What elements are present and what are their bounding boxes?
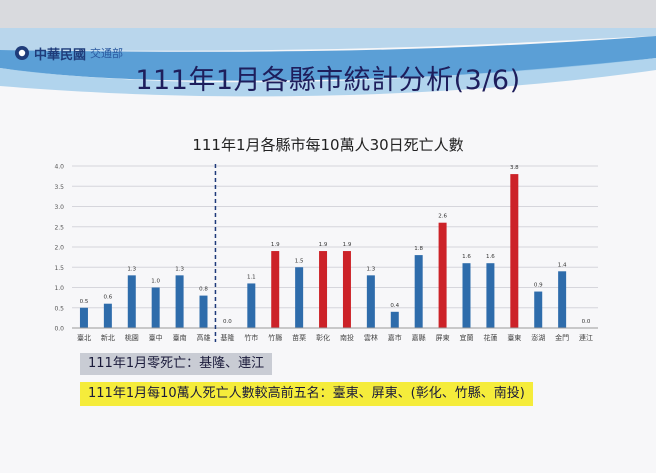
data-label: 1.9 (343, 242, 352, 248)
x-tick-label: 嘉市 (388, 333, 402, 342)
y-tick-label: 2.0 (54, 245, 64, 252)
data-label: 0.6 (103, 295, 112, 301)
bar-金門 (558, 271, 567, 328)
x-tick-label: 屏東 (436, 333, 450, 342)
bar-嘉市 (390, 311, 399, 328)
bar-屏東 (438, 222, 447, 328)
x-tick-label: 基隆 (220, 333, 234, 342)
x-tick-label: 嘉縣 (412, 333, 426, 342)
bar-新北 (103, 303, 112, 328)
agency-text: 交通部 (90, 47, 124, 60)
data-label: 3.8 (510, 165, 519, 171)
x-tick-label: 臺南 (173, 333, 187, 342)
chart-title: 111年1月各縣市每10萬人30日死亡人數 (192, 136, 464, 154)
x-tick-label: 澎湖 (531, 333, 545, 342)
y-tick-label: 0.0 (54, 326, 64, 333)
data-label: 1.6 (486, 254, 495, 260)
x-tick-label: 臺東 (507, 333, 521, 342)
x-tick-label: 金門 (555, 333, 569, 342)
page-title: 111年1月各縣市統計分析(3/6) (135, 65, 521, 96)
y-tick-label: 4.0 (54, 164, 64, 171)
zero-deaths-note: 111年1月零死亡：基隆、連江 (80, 353, 273, 375)
data-label: 0.5 (80, 299, 89, 305)
bar-宜蘭 (462, 263, 471, 328)
logo-text: 中華民國 (34, 47, 87, 63)
x-tick-label: 雲林 (364, 333, 378, 342)
x-tick-label: 連江 (579, 333, 593, 342)
x-tick-label: 花蓮 (483, 333, 497, 342)
x-tick-label: 竹縣 (268, 333, 282, 342)
data-label: 0.9 (534, 283, 543, 289)
bar-南投 (342, 251, 351, 328)
data-label: 1.3 (127, 266, 136, 272)
data-label: 0.4 (390, 303, 399, 309)
bar-高雄 (199, 295, 208, 328)
y-tick-label: 3.0 (54, 204, 64, 211)
data-label: 1.9 (271, 242, 280, 248)
x-tick-label: 竹市 (244, 333, 258, 342)
bar-雲林 (366, 275, 375, 328)
bar-臺東 (510, 174, 519, 328)
bar-竹縣 (271, 251, 280, 328)
data-label: 1.3 (366, 266, 375, 272)
bar-臺北 (79, 307, 88, 328)
data-label: 0.8 (199, 287, 208, 293)
bar-竹市 (247, 283, 256, 328)
data-label: 1.6 (462, 254, 471, 260)
bar-澎湖 (534, 291, 543, 328)
x-tick-label: 桃園 (125, 333, 139, 342)
x-tick-label: 新北 (101, 333, 115, 342)
data-label: 0.0 (223, 319, 232, 325)
data-label: 1.1 (247, 274, 256, 280)
x-tick-label: 高雄 (197, 333, 211, 342)
data-label: 1.5 (295, 258, 304, 264)
x-tick-label: 臺北 (77, 333, 91, 342)
y-tick-label: 2.5 (54, 224, 64, 231)
bar-彰化 (319, 251, 328, 328)
header-band (0, 28, 656, 97)
data-label: 1.8 (414, 246, 423, 252)
bar-苗栗 (295, 267, 304, 328)
x-tick-label: 苗栗 (292, 334, 306, 342)
y-tick-label: 0.5 (54, 305, 64, 312)
top-five-note: 111年1月每10萬人死亡人數較高前五名：臺東、屏東、(彰化、竹縣、南投) (80, 382, 533, 406)
x-tick-label: 彰化 (316, 333, 330, 342)
data-label: 1.9 (319, 242, 328, 248)
data-label: 0.0 (582, 319, 591, 325)
logo: 中華民國 交通部 (14, 42, 123, 64)
data-label: 2.6 (438, 214, 447, 220)
bar-花蓮 (486, 263, 495, 328)
y-tick-label: 1.0 (54, 285, 64, 292)
x-tick-label: 臺中 (149, 333, 163, 342)
bar-嘉縣 (414, 255, 423, 328)
x-tick-label: 南投 (340, 333, 354, 342)
data-label: 1.3 (175, 266, 184, 272)
data-label: 1.0 (151, 279, 160, 285)
y-tick-label: 3.5 (54, 184, 64, 191)
x-tick-label: 宜蘭 (460, 333, 474, 342)
bar-桃園 (127, 275, 136, 328)
emblem-icon (15, 46, 29, 60)
y-tick-label: 1.5 (54, 265, 64, 272)
bar-臺南 (175, 275, 184, 328)
bar-臺中 (151, 287, 160, 328)
data-label: 1.4 (558, 262, 567, 268)
